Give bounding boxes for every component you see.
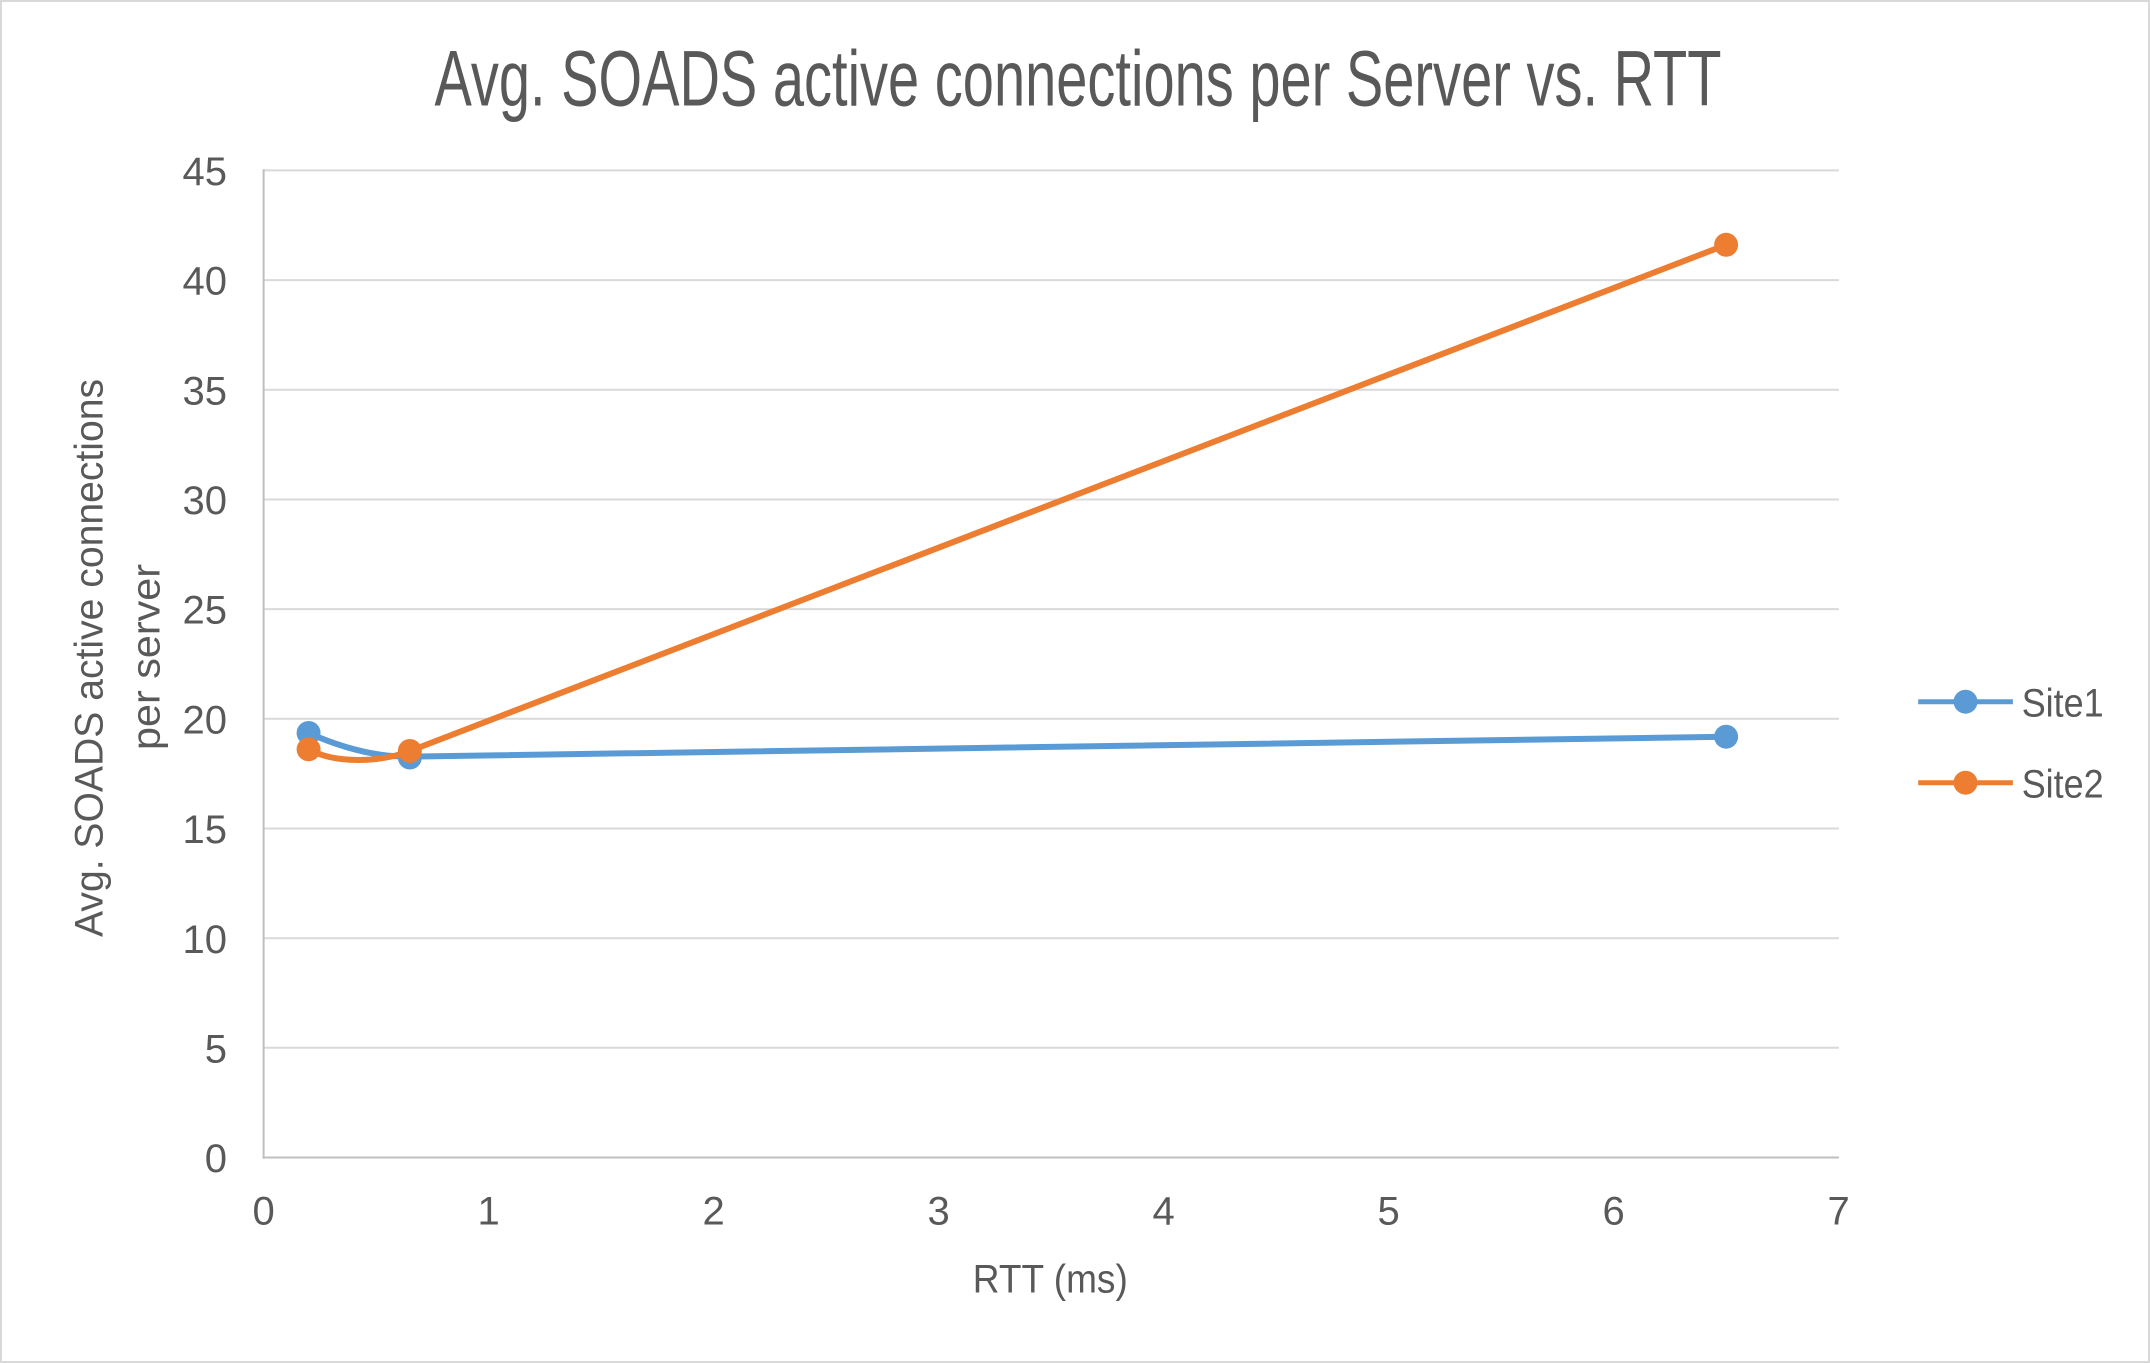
svg-text:2: 2	[702, 1190, 724, 1234]
svg-text:Avg. SOADS active connections: Avg. SOADS active connections	[67, 379, 111, 937]
svg-text:Site1: Site1	[2022, 682, 2104, 726]
svg-text:1: 1	[477, 1190, 499, 1234]
svg-text:45: 45	[183, 150, 228, 194]
svg-text:5: 5	[205, 1027, 227, 1071]
svg-text:25: 25	[183, 589, 228, 633]
svg-text:Site2: Site2	[2022, 763, 2104, 807]
svg-text:35: 35	[183, 369, 228, 413]
svg-text:15: 15	[183, 808, 228, 852]
svg-text:0: 0	[205, 1137, 227, 1181]
svg-text:10: 10	[183, 918, 228, 962]
svg-text:4: 4	[1152, 1190, 1174, 1234]
svg-text:5: 5	[1377, 1190, 1399, 1234]
svg-text:40: 40	[183, 260, 228, 304]
svg-text:3: 3	[927, 1190, 949, 1234]
svg-text:0: 0	[252, 1190, 274, 1234]
svg-text:7: 7	[1827, 1190, 1849, 1234]
svg-text:6: 6	[1602, 1190, 1624, 1234]
svg-text:20: 20	[183, 698, 228, 742]
svg-text:30: 30	[183, 479, 228, 523]
svg-text:RTT (ms): RTT (ms)	[973, 1258, 1128, 1302]
svg-text:per server: per server	[124, 564, 168, 750]
svg-text:Avg. SOADS active connections: Avg. SOADS active connections per Server…	[435, 33, 1722, 122]
